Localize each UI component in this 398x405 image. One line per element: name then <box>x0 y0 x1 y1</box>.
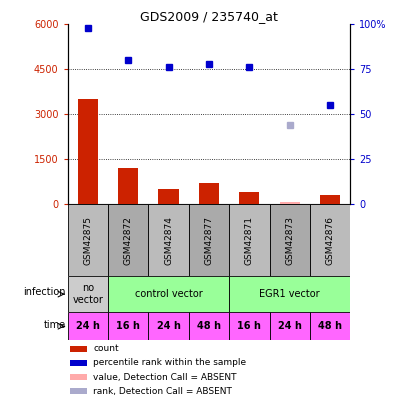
Bar <box>70 388 88 394</box>
Bar <box>189 204 229 276</box>
Text: infection: infection <box>23 287 66 297</box>
Text: EGR1 vector: EGR1 vector <box>259 289 320 299</box>
Text: 48 h: 48 h <box>197 321 221 331</box>
Text: GSM42876: GSM42876 <box>326 215 335 264</box>
Bar <box>68 204 108 276</box>
Bar <box>320 195 340 204</box>
Text: GSM42877: GSM42877 <box>205 215 213 264</box>
Text: time: time <box>43 320 66 330</box>
Text: GSM42875: GSM42875 <box>83 215 92 264</box>
Text: 16 h: 16 h <box>116 321 140 331</box>
Bar <box>279 202 300 204</box>
Bar <box>269 204 310 276</box>
Bar <box>108 204 148 276</box>
Bar <box>68 276 108 312</box>
Bar <box>78 99 98 204</box>
Bar <box>229 204 269 276</box>
Bar <box>310 312 350 340</box>
Bar <box>269 312 310 340</box>
Title: GDS2009 / 235740_at: GDS2009 / 235740_at <box>140 10 278 23</box>
Bar <box>108 312 148 340</box>
Text: GSM42871: GSM42871 <box>245 215 254 264</box>
Bar <box>68 312 108 340</box>
Text: no
vector: no vector <box>72 284 103 305</box>
Text: 24 h: 24 h <box>76 321 100 331</box>
Bar <box>70 374 88 380</box>
Bar <box>148 312 189 340</box>
Text: 48 h: 48 h <box>318 321 342 331</box>
Bar <box>148 204 189 276</box>
Bar <box>70 346 88 352</box>
Bar <box>118 168 139 204</box>
Bar <box>189 312 229 340</box>
Text: GSM42874: GSM42874 <box>164 216 173 264</box>
Bar <box>108 276 229 312</box>
Bar <box>229 312 269 340</box>
Text: value, Detection Call = ABSENT: value, Detection Call = ABSENT <box>93 373 236 382</box>
Text: control vector: control vector <box>135 289 203 299</box>
Bar <box>158 189 179 204</box>
Text: count: count <box>93 344 119 353</box>
Bar <box>199 183 219 204</box>
Bar <box>239 192 259 204</box>
Text: 24 h: 24 h <box>157 321 181 331</box>
Text: GSM42873: GSM42873 <box>285 215 294 264</box>
Text: percentile rank within the sample: percentile rank within the sample <box>93 358 246 367</box>
Bar <box>229 276 350 312</box>
Text: 16 h: 16 h <box>237 321 261 331</box>
Bar <box>70 360 88 366</box>
Text: 24 h: 24 h <box>278 321 302 331</box>
Text: rank, Detection Call = ABSENT: rank, Detection Call = ABSENT <box>93 387 232 396</box>
Bar <box>310 204 350 276</box>
Text: GSM42872: GSM42872 <box>124 216 133 264</box>
